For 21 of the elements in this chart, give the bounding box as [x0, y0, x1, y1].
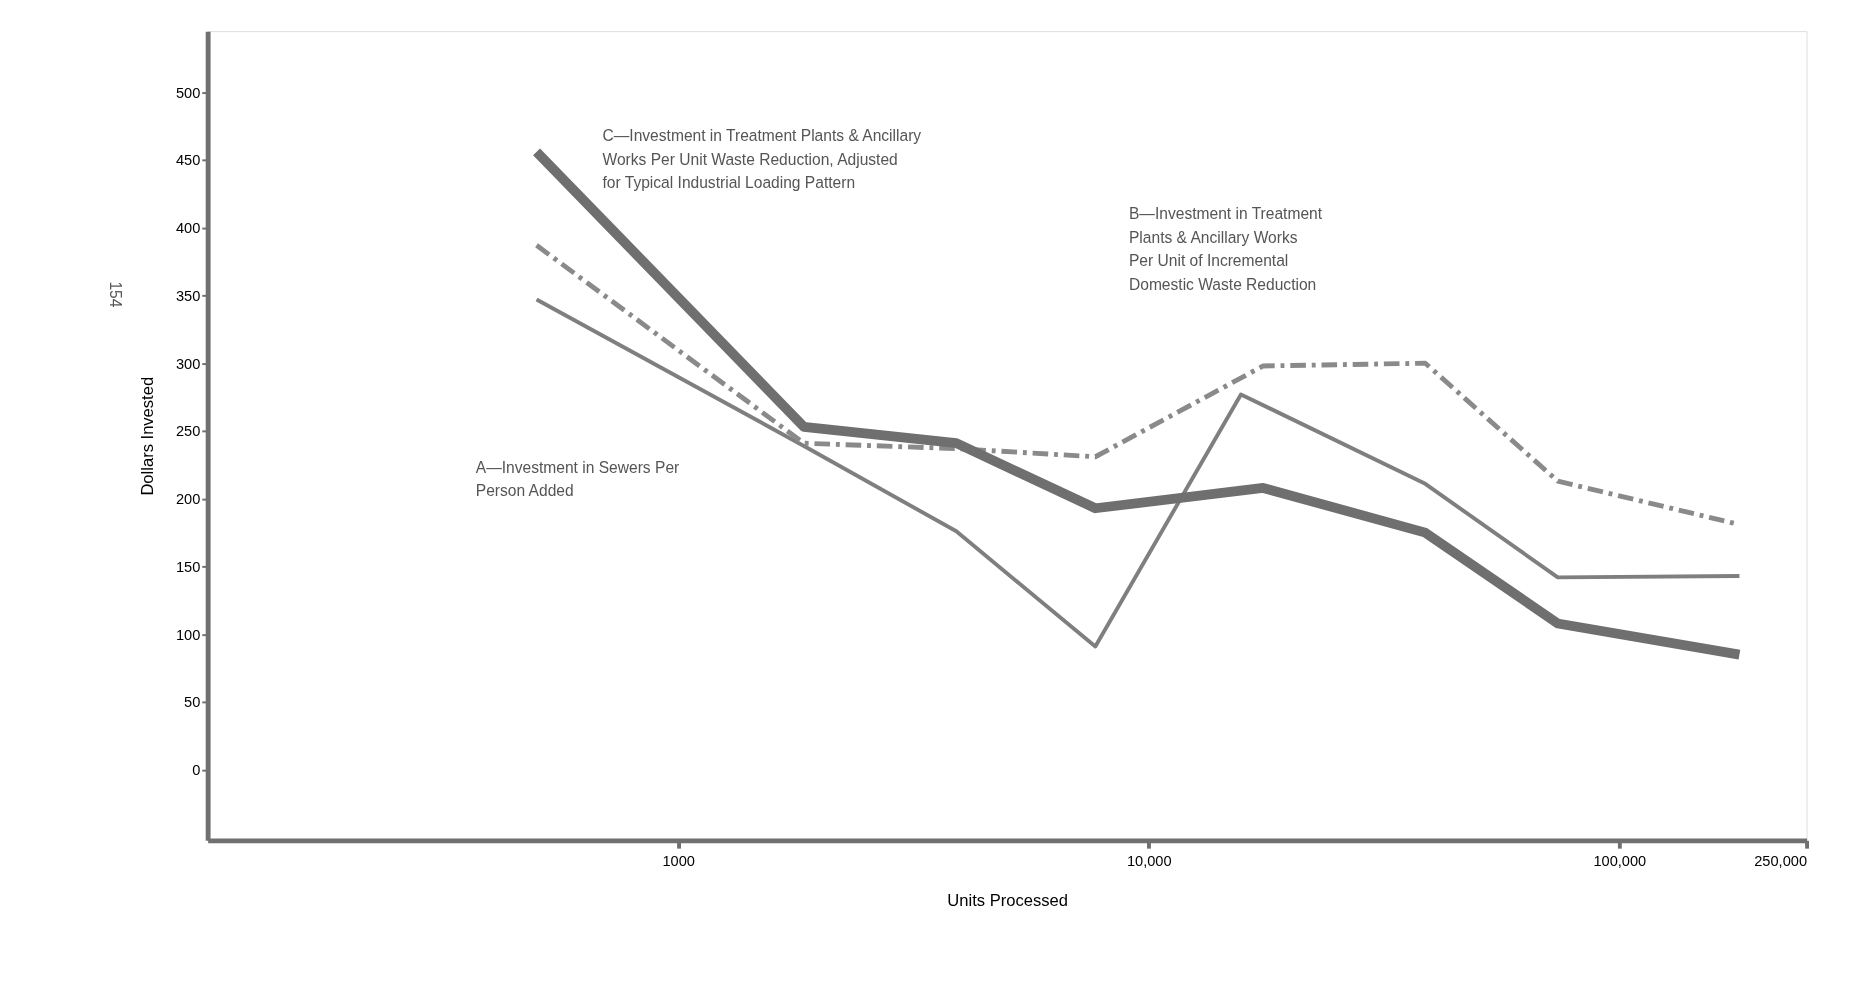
y-tick-label: 350	[175, 287, 201, 304]
y-tick-label: 450	[175, 152, 201, 169]
y-tick-label: 400	[175, 220, 201, 237]
y-tick-label: 200	[175, 491, 201, 508]
x-tick-label: 250,000	[1754, 853, 1808, 870]
text: 154	[107, 281, 125, 308]
y-axis-title: Dollars Invested	[137, 376, 157, 496]
annotation: A—Investment in Sewers Per Person Added	[475, 458, 680, 500]
y-tick-label: 50	[184, 694, 201, 711]
y-tick-label: 100	[175, 626, 201, 643]
y-tick-label: 500	[175, 84, 201, 101]
y-tick-label: 300	[175, 355, 201, 372]
annotation: B—Investment in Treatment Plants & Ancillary Works Per Unit of Incremental Domestic Waste Reduction	[1128, 205, 1323, 293]
annotation: C—Investment in Treatment Plants & Ancillary Works Per Unit Waste Reduction, Adjusted for Typical Industrial Loading Pattern	[602, 127, 922, 192]
x-tick-label: 100,000	[1593, 853, 1647, 870]
x-axis-title: Units Processed	[947, 891, 1068, 911]
x-tick-label: 10,000	[1126, 853, 1172, 870]
y-tick-label: 150	[175, 558, 201, 575]
y-tick-label: 0	[192, 762, 201, 779]
x-tick-label: 1000	[662, 853, 695, 870]
y-tick-label: 250	[175, 423, 201, 440]
